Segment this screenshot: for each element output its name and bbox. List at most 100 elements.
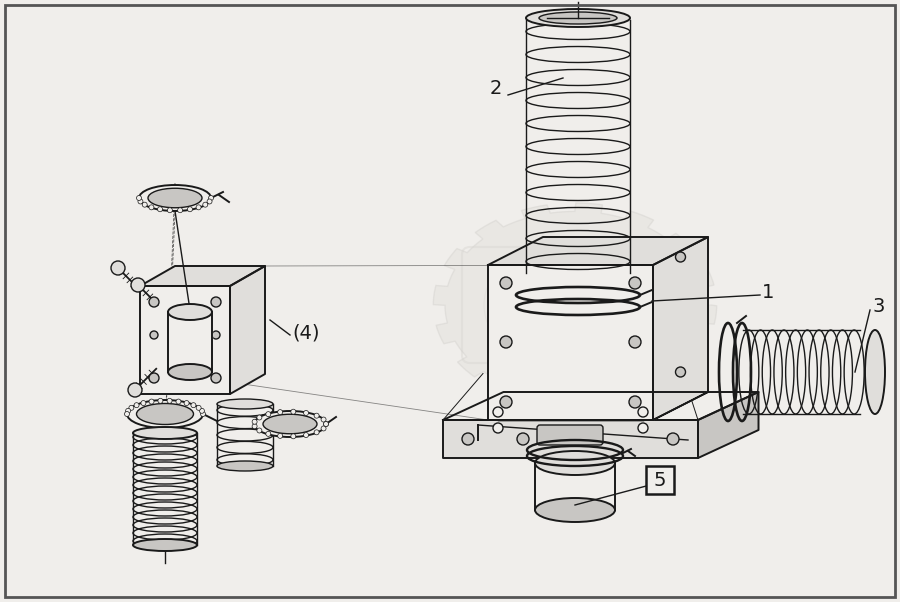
Polygon shape	[168, 312, 212, 372]
Circle shape	[158, 399, 163, 403]
Circle shape	[462, 433, 474, 445]
Ellipse shape	[254, 411, 326, 437]
Ellipse shape	[217, 399, 273, 409]
Ellipse shape	[148, 188, 202, 208]
Circle shape	[676, 367, 686, 377]
Ellipse shape	[217, 461, 273, 471]
Circle shape	[314, 413, 319, 418]
Circle shape	[500, 396, 512, 408]
Ellipse shape	[168, 364, 212, 380]
Circle shape	[629, 396, 641, 408]
Circle shape	[184, 400, 189, 406]
Circle shape	[138, 199, 143, 204]
Ellipse shape	[133, 539, 197, 551]
Circle shape	[167, 208, 173, 213]
Polygon shape	[535, 463, 615, 510]
Circle shape	[111, 261, 125, 275]
Circle shape	[321, 417, 326, 422]
Circle shape	[211, 297, 221, 307]
Ellipse shape	[263, 414, 317, 434]
Circle shape	[149, 297, 159, 307]
Circle shape	[131, 278, 145, 292]
Circle shape	[196, 205, 201, 210]
Circle shape	[638, 407, 648, 417]
Ellipse shape	[137, 403, 194, 424]
Polygon shape	[443, 392, 759, 420]
Ellipse shape	[127, 400, 203, 428]
Circle shape	[201, 412, 205, 417]
Circle shape	[176, 399, 181, 404]
Circle shape	[207, 199, 212, 204]
Polygon shape	[653, 392, 708, 420]
Circle shape	[128, 383, 142, 397]
Circle shape	[256, 415, 262, 420]
Circle shape	[667, 433, 679, 445]
Text: 1: 1	[762, 282, 774, 302]
Circle shape	[517, 433, 529, 445]
Polygon shape	[140, 266, 265, 286]
Circle shape	[212, 331, 220, 339]
Circle shape	[148, 205, 154, 210]
Circle shape	[266, 432, 271, 436]
Ellipse shape	[168, 304, 212, 320]
Ellipse shape	[133, 427, 197, 439]
Circle shape	[187, 206, 193, 212]
Circle shape	[202, 202, 208, 207]
Circle shape	[141, 400, 146, 406]
Circle shape	[303, 411, 309, 415]
Text: 5: 5	[653, 471, 666, 489]
Circle shape	[277, 433, 283, 438]
Circle shape	[277, 409, 283, 415]
Circle shape	[252, 424, 257, 429]
Circle shape	[676, 252, 686, 262]
Circle shape	[129, 405, 134, 411]
Text: 3: 3	[872, 297, 885, 317]
Circle shape	[209, 196, 213, 200]
Circle shape	[196, 405, 201, 411]
Circle shape	[493, 407, 503, 417]
Circle shape	[252, 419, 257, 424]
Text: 2: 2	[490, 79, 502, 99]
Circle shape	[291, 434, 296, 439]
Circle shape	[323, 421, 328, 426]
Polygon shape	[488, 265, 653, 420]
Circle shape	[256, 428, 262, 433]
Circle shape	[493, 423, 503, 433]
Polygon shape	[433, 203, 716, 407]
Polygon shape	[698, 392, 759, 458]
Ellipse shape	[535, 498, 615, 522]
Circle shape	[167, 399, 172, 403]
Ellipse shape	[139, 185, 211, 211]
Circle shape	[303, 433, 309, 438]
Circle shape	[266, 412, 271, 417]
Circle shape	[323, 421, 328, 426]
Circle shape	[629, 277, 641, 289]
Circle shape	[137, 196, 141, 200]
Circle shape	[158, 206, 163, 212]
Circle shape	[314, 430, 319, 435]
Circle shape	[149, 399, 154, 404]
Polygon shape	[653, 237, 708, 420]
Circle shape	[629, 336, 641, 348]
Polygon shape	[230, 266, 265, 394]
Circle shape	[149, 373, 159, 383]
Polygon shape	[488, 237, 708, 265]
Text: ОРЕX: ОРЕX	[511, 288, 629, 326]
Circle shape	[638, 423, 648, 433]
FancyBboxPatch shape	[537, 425, 603, 445]
Circle shape	[500, 336, 512, 348]
Circle shape	[211, 373, 221, 383]
Circle shape	[134, 403, 140, 408]
Circle shape	[500, 277, 512, 289]
Circle shape	[321, 426, 326, 431]
Circle shape	[191, 403, 196, 408]
Ellipse shape	[535, 451, 615, 475]
FancyBboxPatch shape	[646, 466, 674, 494]
Circle shape	[150, 331, 158, 339]
Ellipse shape	[539, 12, 617, 24]
Polygon shape	[140, 286, 230, 394]
Circle shape	[124, 412, 130, 417]
Ellipse shape	[526, 9, 630, 27]
Polygon shape	[443, 420, 698, 458]
Text: (4): (4)	[292, 323, 320, 343]
